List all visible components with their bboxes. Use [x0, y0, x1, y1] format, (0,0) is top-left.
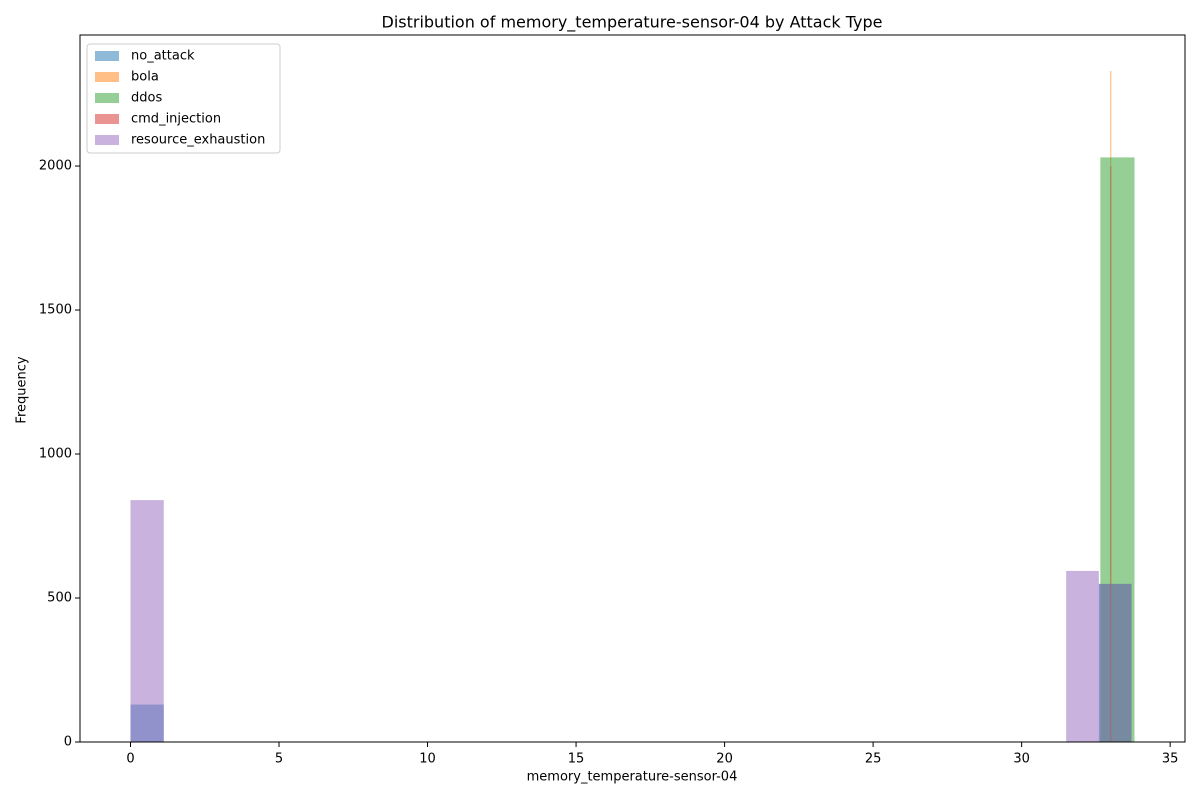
legend-label: cmd_injection	[131, 112, 221, 127]
y-tick-label: 0	[64, 735, 72, 750]
legend-label: bola	[131, 70, 159, 85]
legend-swatch	[95, 93, 119, 103]
y-tick-label: 1000	[39, 447, 72, 462]
chart-title: Distribution of memory_temperature-senso…	[382, 13, 883, 33]
y-axis-label: Frequency	[15, 356, 30, 423]
x-tick-label: 30	[1013, 752, 1030, 767]
legend-box	[86, 43, 281, 154]
histogram-bar	[130, 500, 164, 742]
y-tick-label: 500	[47, 591, 72, 606]
x-tick-label: 5	[275, 752, 283, 767]
x-tick-label: 20	[716, 752, 733, 767]
histogram-bar	[1066, 570, 1099, 742]
legend-label: resource_exhaustion	[131, 133, 265, 148]
x-tick-label: 25	[865, 752, 882, 767]
legend-label: no_attack	[131, 49, 195, 64]
legend-label: ddos	[131, 91, 162, 106]
y-tick-label: 2000	[39, 159, 72, 174]
x-tick-label: 35	[1162, 752, 1179, 767]
legend-swatch	[95, 51, 119, 61]
legend-swatch	[95, 135, 119, 145]
histogram-bar	[1110, 166, 1112, 742]
x-tick-label: 10	[419, 752, 436, 767]
x-tick-label: 15	[568, 752, 585, 767]
histogram-bar	[1098, 583, 1132, 742]
legend-swatch	[95, 72, 119, 82]
plot-area	[130, 70, 1135, 743]
legend-swatch	[95, 114, 119, 124]
y-tick-label: 1500	[39, 303, 72, 318]
x-tick-label: 0	[126, 752, 134, 767]
axes-frame	[79, 34, 1186, 743]
x-axis-label: memory_temperature-sensor-04	[527, 770, 738, 785]
